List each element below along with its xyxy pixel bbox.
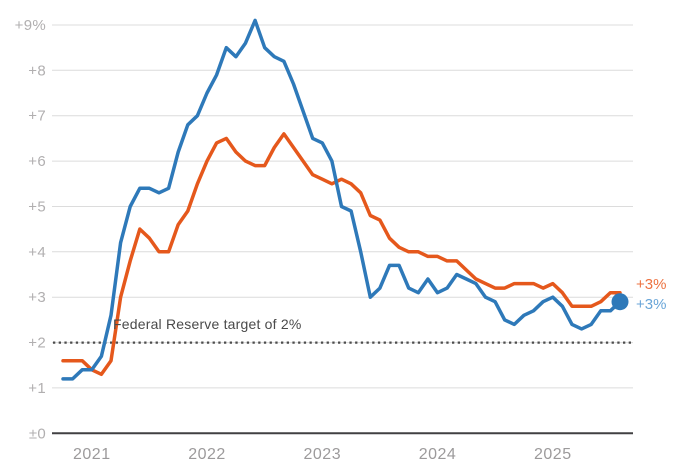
y-tick-label: +2 [28, 335, 46, 352]
y-tick-label: +6 [28, 153, 46, 170]
fed-target-annotation: Federal Reserve target of 2% [113, 316, 302, 332]
y-tick-label: +5 [28, 199, 46, 216]
y-tick-label: +9% [15, 17, 46, 34]
y-tick-label: +8 [28, 62, 46, 79]
y-tick-label: +7 [28, 108, 46, 125]
x-tick-label: 2023 [304, 446, 342, 463]
y-tick-label: ±0 [29, 425, 46, 442]
orange-line [61, 132, 622, 377]
y-tick-label: +4 [28, 244, 46, 261]
x-tick-label: 2021 [73, 446, 111, 463]
x-tick-label: 2024 [419, 446, 457, 463]
blue-series-end-label: +3% [636, 296, 667, 313]
blue-line-end-dot [611, 293, 629, 311]
blue-line [61, 18, 622, 381]
x-tick-label: 2025 [534, 446, 572, 463]
y-tick-label: +3 [28, 289, 46, 306]
orange-series-end-label: +3% [636, 276, 667, 293]
y-tick-label: +1 [28, 380, 46, 397]
x-tick-label: 2022 [188, 446, 226, 463]
